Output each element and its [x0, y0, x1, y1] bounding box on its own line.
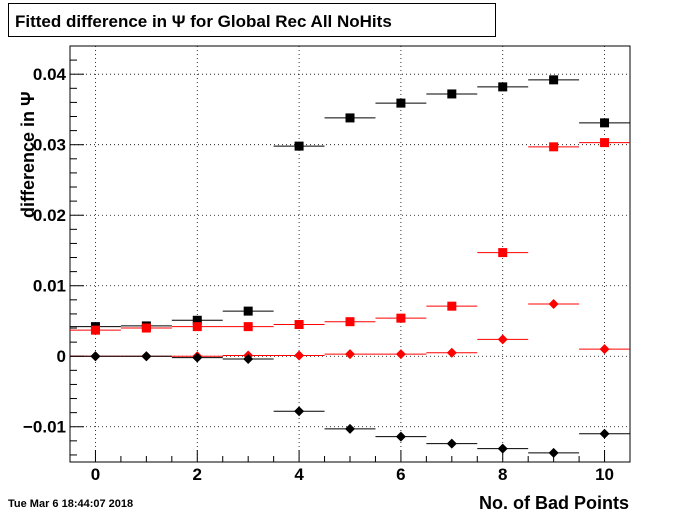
data-point-diamond	[294, 350, 305, 361]
x-tick-label: 10	[595, 465, 614, 484]
data-point-square	[549, 142, 559, 152]
data-point-square	[600, 118, 610, 128]
y-tick-label: 0.02	[33, 206, 66, 225]
data-point-diamond	[599, 344, 610, 355]
data-point-square	[90, 325, 100, 335]
data-point-square	[498, 82, 508, 92]
data-point-diamond	[294, 406, 305, 417]
data-point-diamond	[497, 443, 508, 454]
data-point-square	[192, 315, 202, 325]
data-point-square	[243, 306, 253, 316]
data-point-diamond	[548, 447, 559, 458]
x-tick-label: 4	[294, 465, 304, 484]
y-tick-label: 0	[57, 347, 66, 366]
y-axis-label: difference in Ψ	[18, 91, 38, 218]
data-point-square	[294, 141, 304, 151]
data-point-square	[345, 317, 355, 327]
x-tick-label: 0	[91, 465, 100, 484]
data-point-square	[141, 323, 151, 333]
data-point-square	[243, 322, 253, 332]
data-point-diamond	[395, 349, 406, 360]
data-point-square	[294, 320, 304, 330]
data-point-diamond	[497, 334, 508, 345]
data-point-diamond	[90, 351, 101, 362]
data-point-square	[549, 75, 559, 85]
data-point-square	[447, 301, 457, 311]
chart-title: Fitted difference in Ψ for Global Rec Al…	[15, 12, 392, 31]
data-point-square	[396, 98, 406, 108]
x-axis-label: No. of Bad Points	[479, 493, 629, 513]
timestamp: Tue Mar 6 18:44:07 2018	[8, 498, 134, 510]
data-point-square	[498, 248, 508, 258]
data-point-diamond	[599, 428, 610, 439]
y-tick-label: −0.01	[23, 418, 66, 437]
series-3	[70, 351, 630, 458]
x-tick-label: 2	[193, 465, 202, 484]
data-point-square	[396, 313, 406, 323]
y-tick-label: 0.04	[33, 65, 67, 84]
data-point-square	[447, 89, 457, 99]
x-tick-label: 6	[396, 465, 405, 484]
y-tick-label: 0.01	[33, 277, 66, 296]
data-point-diamond	[192, 352, 203, 363]
data-point-diamond	[345, 423, 355, 434]
y-tick-label: 0.03	[33, 136, 66, 155]
data-point-diamond	[141, 351, 152, 362]
data-point-diamond	[243, 354, 254, 365]
data-point-square	[345, 113, 355, 123]
series-1	[70, 138, 630, 335]
x-tick-label: 8	[498, 465, 507, 484]
plot-frame	[69, 45, 631, 463]
data-point-diamond	[446, 347, 457, 358]
data-point-square	[192, 322, 202, 332]
data-point-diamond	[446, 438, 457, 449]
data-point-diamond	[395, 431, 406, 442]
data-point-diamond	[345, 349, 355, 360]
data-point-diamond	[548, 299, 559, 310]
data-point-square	[600, 138, 610, 148]
chart-title-box: Fitted difference in Ψ for Global Rec Al…	[8, 3, 496, 37]
